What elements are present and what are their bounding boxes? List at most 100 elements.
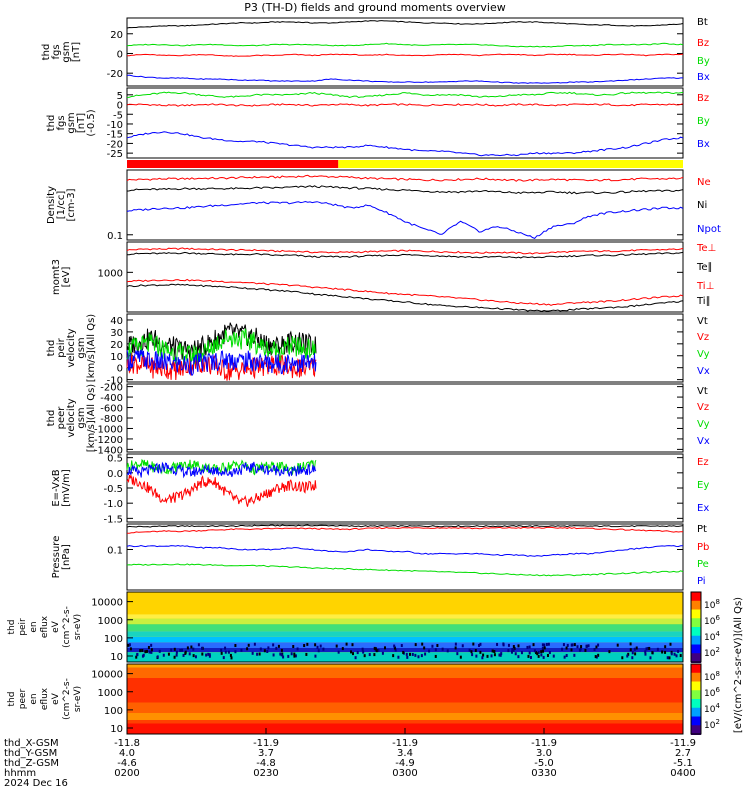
panel-frame (126, 591, 684, 663)
y-axis-label: (cm^2-s- (62, 606, 72, 648)
y-axis-label: (-0.5) (86, 109, 97, 136)
spectrogram-pixel (220, 648, 223, 652)
spectrogram-band (127, 652, 683, 662)
spectrogram-pixel (129, 647, 132, 651)
spectrogram-pixel (362, 650, 365, 654)
panel-frame (126, 383, 684, 453)
spectrogram-pixel (230, 656, 233, 660)
spectrogram-pixel (597, 653, 600, 657)
y-tick-label: -10 (107, 120, 123, 131)
spectrogram-pixel (417, 655, 420, 659)
ephemeris-value: 4.0 (119, 748, 135, 759)
spectrogram-pixel (405, 652, 408, 656)
y-tick-label: 100 (104, 706, 123, 717)
ephemeris-label: thd_Y-GSM (4, 748, 57, 759)
spectrogram-pixel (510, 650, 513, 654)
spectrogram-pixel (148, 650, 151, 654)
spectrogram-pixel (649, 656, 652, 660)
spectrogram-pixel (470, 650, 473, 654)
ephemeris-label: thd_Z-GSM (4, 758, 59, 769)
series-Te⊥ (126, 247, 684, 255)
spectrogram-pixel (542, 649, 545, 653)
panel-p6: -200-400-600-800-1000-1200-1400 thd peer ve… (46, 383, 710, 457)
ephemeris-value: -4.8 (256, 758, 276, 769)
panel-p3: 0.1 Density [1/cc] [cm-3] Ne Ni Npot (46, 169, 721, 242)
spectrogram-pixel (645, 647, 648, 651)
spectrogram-band (127, 631, 683, 637)
colorbar-frame (690, 663, 702, 735)
legend-Bx: Bx (697, 139, 710, 150)
spectrogram-pixel (561, 647, 564, 651)
ephemeris-value: -11.9 (531, 738, 557, 749)
spectrogram-pixel (316, 645, 319, 649)
y-tick-label: 40 (110, 316, 123, 327)
series-Bx (126, 131, 684, 157)
spectrogram-pixel (529, 655, 532, 659)
y-axis-label: gsm (66, 112, 77, 133)
spectrogram-pixel (306, 642, 309, 646)
spectrogram-pixel (272, 653, 275, 657)
legend-Pb: Pb (697, 542, 709, 553)
ephemeris-value: 0300 (392, 768, 417, 779)
spectrogram-pixel (267, 646, 270, 650)
ephemeris-value: -11.9 (253, 738, 279, 749)
series-Pb (126, 526, 684, 534)
spectrogram-pixel (512, 648, 515, 652)
spectrogram-pixel (322, 647, 325, 651)
colorbar-frame (690, 591, 702, 663)
spectrogram-pixel (127, 643, 130, 647)
colorbar-tick-label: 108 (704, 598, 720, 611)
legend-Pi: Pi (697, 576, 706, 587)
spectrogram-pixel (562, 643, 565, 647)
spectrogram-pixel (635, 646, 638, 650)
ephemeris-value: -5.1 (673, 758, 693, 769)
spectrogram-pixel (608, 650, 611, 654)
spectrogram-pixel (272, 643, 275, 647)
spectrogram-pixel (421, 642, 424, 646)
spectrogram-pixel (517, 655, 520, 659)
spectrogram-pixel (373, 653, 376, 657)
spectrogram-band (127, 720, 683, 724)
y-tick-label: -1200 (94, 435, 123, 446)
legend-Bt: Bt (697, 17, 708, 28)
spectrogram-pixel (162, 653, 165, 657)
legend-Pt: Pt (697, 524, 707, 535)
spectrogram-pixel (351, 643, 354, 647)
spectrogram-pixel (287, 654, 290, 658)
y-tick-label: 10 (110, 652, 123, 663)
spectrogram-pixel (192, 647, 195, 651)
panel-p2: 50-5-10-15-20-25 thd fgs gsm [nT] (-0.5) Bz By B… (46, 87, 710, 160)
y-tick-label: 0.5 (107, 454, 123, 465)
y-axis-label: en (29, 621, 39, 632)
spectrogram-pixel (446, 649, 449, 653)
spectrogram-band (127, 642, 683, 648)
spectrogram-pixel (375, 649, 378, 653)
colorbar-segment (691, 699, 701, 709)
spectrogram-pixel (128, 643, 131, 647)
date-label: 2024 Dec 16 (4, 778, 68, 789)
spectrogram-pixel (234, 644, 237, 648)
spectrogram-pixel (547, 642, 550, 646)
colorbar-segment (691, 644, 701, 655)
spectrogram-pixel (514, 652, 517, 656)
colorbar-segment (691, 725, 701, 735)
y-axis-label: gsm (76, 337, 87, 358)
colorbar-segment (691, 600, 701, 611)
spectrogram-pixel (253, 642, 256, 646)
legend-By: By (697, 56, 710, 67)
y-tick-label: 0.1 (107, 546, 123, 557)
panel-frame (126, 169, 684, 241)
spectrogram-pixel (471, 653, 474, 657)
spectrogram-pixel (400, 644, 403, 648)
legend-Vz: Vz (697, 402, 709, 413)
y-axis-label: thd (41, 44, 52, 61)
spectrogram-band (127, 667, 683, 678)
spectrogram-pixel (481, 656, 484, 660)
spectrogram-pixel (408, 652, 411, 656)
spectrogram-pixel (566, 643, 569, 647)
spectrogram-pixel (141, 654, 144, 658)
legend-Bx: Bx (697, 72, 710, 83)
spectrogram-pixel (631, 656, 634, 660)
panel-s2: 10000 1000 100 10 thd peer en eflux eV (cm^2-s-sr… (7, 663, 720, 735)
ephemeris-label: thd_X-GSM (4, 738, 59, 749)
